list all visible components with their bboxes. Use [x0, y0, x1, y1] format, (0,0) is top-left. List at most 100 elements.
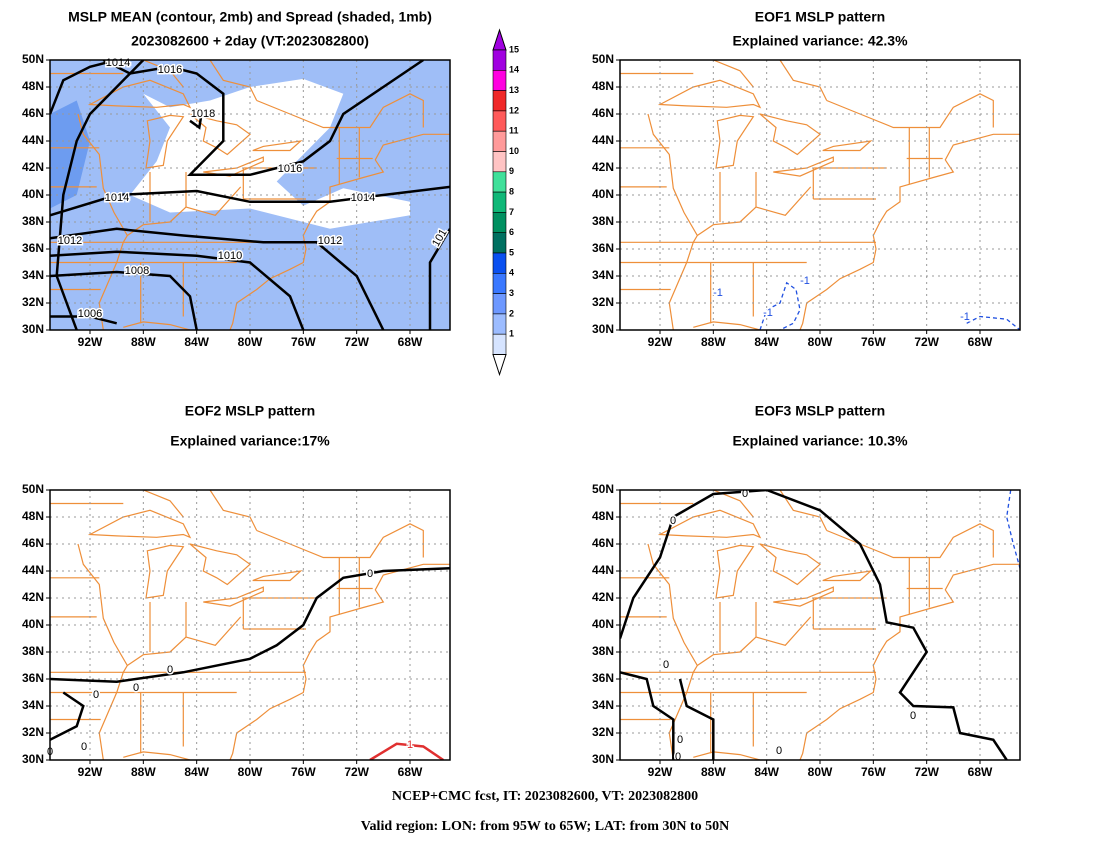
lat-label: 34N: [592, 268, 614, 282]
lon-label: 88W: [701, 765, 726, 779]
contour: [50, 250, 305, 330]
panel-title: MSLP MEAN (contour, 2mb) and Spread (sha…: [68, 9, 432, 25]
contour-label: 0: [167, 664, 173, 676]
lat-label: 46N: [22, 106, 44, 120]
boundary: [203, 586, 264, 607]
colorbar-label: 6: [509, 227, 514, 237]
lat-label: 44N: [22, 133, 44, 147]
lat-label: 32N: [22, 725, 44, 739]
contour: [428, 228, 450, 330]
boundary: [256, 93, 424, 129]
colorbar-swatch: [492, 110, 507, 132]
colorbar-swatch: [492, 70, 507, 91]
contour-label: 0: [742, 488, 748, 500]
lat-label: 50N: [22, 52, 44, 66]
boundary: [715, 544, 755, 599]
boundary: [252, 570, 303, 582]
contour-label: 1018: [191, 108, 215, 120]
contour: [50, 315, 118, 325]
colorbar-label: 9: [509, 166, 514, 176]
boundary: [126, 616, 242, 666]
contour-label: 1016: [158, 64, 182, 76]
boundary: [715, 114, 755, 169]
lon-label: 84W: [754, 335, 779, 349]
colorbar-swatch: [492, 90, 507, 112]
lon-label: 76W: [861, 335, 886, 349]
contour: [369, 742, 444, 760]
lon-label: 88W: [701, 335, 726, 349]
colorbar-label: 13: [509, 85, 519, 95]
boundary: [647, 113, 698, 330]
contour-label: 0: [133, 682, 139, 694]
contour-label: 1010: [218, 250, 242, 262]
lon-label: 80W: [808, 765, 833, 779]
colorbar-swatch: [492, 191, 507, 213]
lat-label: 40N: [592, 187, 614, 201]
lat-label: 30N: [22, 752, 44, 766]
colorbar-swatch: [492, 49, 507, 71]
lon-label: 72W: [344, 765, 369, 779]
colorbar-label: 8: [509, 186, 514, 196]
colorbar-label: 12: [509, 105, 519, 115]
panel-title: 2023082600 + 2day (VT:2023082800): [131, 33, 369, 49]
lat-label: 50N: [22, 482, 44, 496]
panel-title: EOF1 MSLP pattern: [755, 9, 885, 25]
colorbar-swatch: [492, 293, 507, 315]
lat-label: 46N: [592, 536, 614, 550]
lat-label: 40N: [22, 187, 44, 201]
boundary: [696, 616, 812, 666]
boundary: [773, 156, 834, 177]
lon-label: 88W: [131, 765, 156, 779]
colorbar-label: 5: [509, 247, 514, 257]
colorbar-label: 15: [509, 44, 519, 54]
lat-label: 34N: [592, 698, 614, 712]
contour-label: 0: [670, 515, 676, 527]
boundary: [123, 751, 191, 760]
contour: [102, 60, 424, 177]
boundary: [657, 509, 762, 539]
contour-label: -1: [763, 307, 773, 319]
map-panel: [620, 490, 1020, 760]
lat-label: 36N: [22, 241, 44, 255]
panel-title: EOF2 MSLP pattern: [185, 403, 315, 419]
contour: [1006, 490, 1020, 569]
boundary: [779, 60, 828, 101]
boundary: [143, 60, 184, 88]
lat-label: 32N: [592, 725, 614, 739]
lat-label: 40N: [592, 617, 614, 631]
map-panel: [50, 490, 450, 760]
contour-label: 1006: [78, 308, 102, 320]
boundary: [77, 113, 128, 330]
contour: [620, 490, 1008, 760]
colorbar-label: 2: [509, 308, 514, 318]
boundary: [759, 113, 821, 156]
boundary: [123, 321, 191, 330]
lat-label: 36N: [592, 671, 614, 685]
lat-label: 38N: [22, 644, 44, 658]
panel-title: Explained variance: 42.3%: [732, 33, 908, 49]
boundary: [145, 544, 185, 599]
contour: [759, 281, 801, 330]
panel-title: Explained variance: 10.3%: [732, 433, 908, 449]
lon-label: 84W: [754, 765, 779, 779]
lat-label: 46N: [592, 106, 614, 120]
lon-label: 76W: [291, 335, 316, 349]
contour: [55, 60, 145, 330]
boundary: [693, 751, 761, 760]
contour-label: 0: [663, 659, 669, 671]
boundary: [779, 490, 828, 531]
boundary: [252, 140, 303, 152]
contour-label: 0: [675, 751, 681, 763]
contour-label: 0: [81, 741, 87, 753]
boundary: [759, 543, 821, 586]
lat-label: 44N: [592, 563, 614, 577]
colorbar-swatch: [492, 252, 507, 274]
lon-label: 68W: [398, 335, 423, 349]
contour-label: 0: [677, 734, 683, 746]
lon-label: 92W: [648, 335, 673, 349]
map-panel: [50, 60, 450, 330]
lon-label: 84W: [184, 765, 209, 779]
contour-label: 1016: [278, 163, 302, 175]
contour: [50, 60, 118, 115]
